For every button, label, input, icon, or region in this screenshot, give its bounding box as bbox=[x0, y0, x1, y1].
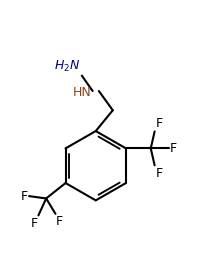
Text: F: F bbox=[155, 167, 162, 180]
Text: HN: HN bbox=[72, 86, 91, 99]
Text: F: F bbox=[56, 215, 63, 228]
Text: $H_2N$: $H_2N$ bbox=[54, 59, 80, 74]
Text: F: F bbox=[20, 190, 28, 203]
Text: F: F bbox=[155, 117, 162, 130]
Text: F: F bbox=[170, 142, 177, 155]
Text: F: F bbox=[31, 217, 38, 230]
